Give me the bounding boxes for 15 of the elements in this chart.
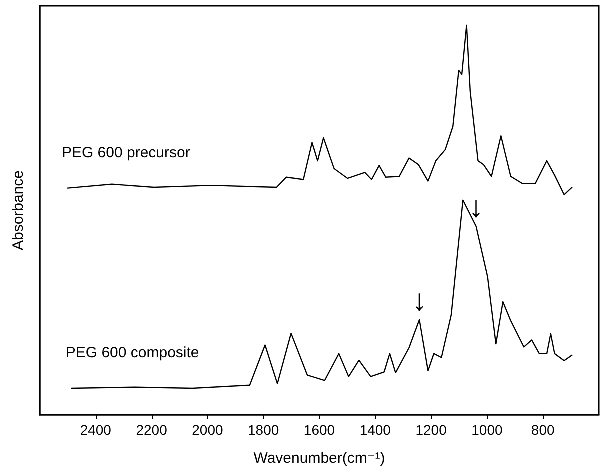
x-tick-label: 1600	[304, 422, 336, 438]
x-tick-label: 1800	[248, 422, 280, 438]
x-tick-label: 2000	[192, 422, 224, 438]
series-label: PEG 600 precursor	[62, 144, 190, 162]
x-tick-label: 2200	[136, 422, 168, 438]
x-axis-title: Wavenumber(cm⁻¹)	[254, 450, 386, 467]
series-label: PEG 600 composite	[66, 344, 200, 362]
annotation: ↓	[412, 284, 428, 318]
x-tick-label: 800	[531, 422, 555, 438]
x-tick-label: 1000	[472, 422, 503, 438]
x-tick-label: 1400	[360, 422, 392, 438]
x-tick-label: 1200	[416, 422, 448, 438]
x-tick-label: 2400	[80, 422, 112, 438]
y-axis-title: Absorbance	[10, 170, 27, 251]
annotation: ↓	[468, 190, 484, 224]
